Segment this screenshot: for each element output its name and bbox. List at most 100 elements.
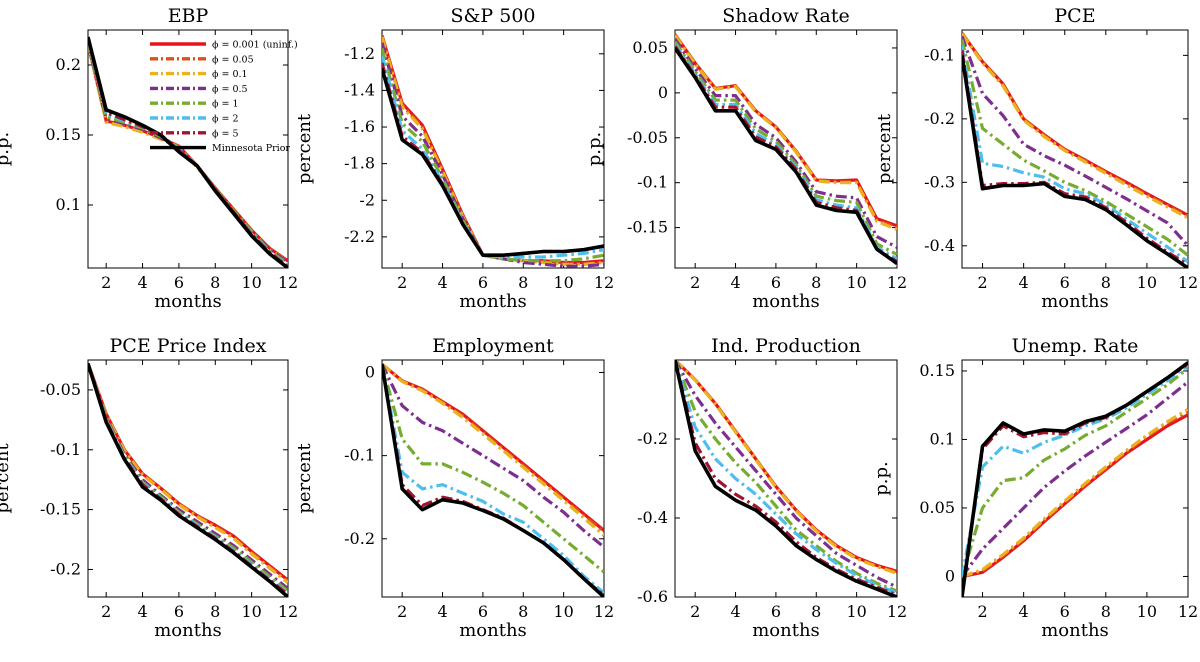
x-tick-label: 12 <box>1178 273 1198 292</box>
axes-box <box>87 29 289 269</box>
x-tick-label: 2 <box>397 602 407 621</box>
x-tick-label: 2 <box>977 602 987 621</box>
series-line-phi-0-05 <box>962 32 1188 219</box>
y-tick-label: 0 <box>658 83 668 102</box>
y-tick-label: -0.4 <box>637 508 668 527</box>
panel-employment: Employment 2 4 6 8 10 12 -0.2 -0.1 0 months percent <box>294 335 614 641</box>
y-tick-label: -0.15 <box>40 500 81 519</box>
x-tick-label: 12 <box>1178 602 1198 621</box>
x-tick-label: 6 <box>771 602 781 621</box>
x-axis-label: months <box>1041 620 1109 641</box>
x-tick-label: 12 <box>278 602 298 621</box>
panel-shadow-rate: Shadow Rate 2 4 6 8 10 12 -0.15 -0.1 -0.05 0 0.05 mo… <box>584 5 907 312</box>
axes-box <box>961 29 1189 269</box>
x-tick-label: 12 <box>594 273 614 292</box>
x-axis-label: months <box>752 291 820 312</box>
x-tick-label: 4 <box>137 602 147 621</box>
series-line-phi-2 <box>962 45 1188 264</box>
x-tick-label: 6 <box>478 273 488 292</box>
y-axis-label: p.p. <box>584 132 605 167</box>
y-tick-label: -0.1 <box>637 173 668 192</box>
y-tick-label: 0 <box>945 566 955 585</box>
series-group <box>88 363 288 597</box>
y-tick-label: -0.05 <box>40 380 81 399</box>
series-line-minnesota-prior <box>382 67 604 257</box>
x-axis-label: months <box>752 620 820 641</box>
x-tick-label: 10 <box>241 602 261 621</box>
x-tick-label: 4 <box>730 273 740 292</box>
panel-unemp-rate: Unemp. Rate 2 4 6 8 10 12 0 0.05 0.1 0.15 months p.p… <box>871 335 1198 641</box>
series-line-phi-0-1 <box>962 407 1188 579</box>
chart-title: Ind. Production <box>711 335 861 357</box>
series-line-phi-2 <box>675 360 897 595</box>
axes-box <box>381 29 605 269</box>
y-tick-label: -1.4 <box>344 80 375 99</box>
y-tick-label: -0.2 <box>344 529 375 548</box>
x-tick-label: 4 <box>730 602 740 621</box>
series-line-phi-0-5 <box>962 35 1188 247</box>
x-tick-label: 10 <box>846 273 866 292</box>
x-tick-label: 2 <box>977 273 987 292</box>
y-tick-label: -1.2 <box>344 44 375 63</box>
x-axis-label: months <box>154 620 222 641</box>
x-tick-label: 4 <box>137 273 147 292</box>
series-line-phi-0-5 <box>675 38 897 249</box>
series-line-phi-1 <box>675 360 897 593</box>
y-tick-label: -0.05 <box>627 128 668 147</box>
x-tick-label: 12 <box>887 273 907 292</box>
y-tick-label: -0.2 <box>924 109 955 128</box>
series-line-phi-0-05 <box>88 363 288 583</box>
y-tick-label: 0.2 <box>56 55 81 74</box>
axes-box <box>87 359 289 598</box>
x-tick-label: 10 <box>553 273 573 292</box>
y-axis-label: percent <box>0 443 13 514</box>
x-tick-label: 10 <box>553 602 573 621</box>
series-line-phi-1 <box>382 363 604 574</box>
series-line-minnesota-prior <box>962 361 1188 597</box>
legend-label: Minnesota Prior <box>212 143 290 154</box>
series-line-phi-5 <box>382 62 604 257</box>
chart-title: S&P 500 <box>450 5 535 27</box>
x-tick-label: 4 <box>437 602 447 621</box>
y-tick-label: -1.6 <box>344 117 375 136</box>
series-line-phi-2 <box>382 363 604 595</box>
y-tick-label: 0.05 <box>632 38 668 57</box>
legend-label: ϕ = 0.5 <box>212 84 248 95</box>
chart-title: Employment <box>432 335 554 357</box>
series-line-phi-0-1 <box>675 34 897 231</box>
series-line-phi-0-1 <box>88 363 288 584</box>
x-tick-label: 4 <box>1019 273 1029 292</box>
x-tick-label: 12 <box>887 602 907 621</box>
x-tick-label: 10 <box>1137 273 1157 292</box>
x-axis-label: months <box>1041 291 1109 312</box>
y-tick-label: 0.05 <box>919 498 955 517</box>
y-tick-label: -1.8 <box>344 154 375 173</box>
series-line-phi-0-001-uninf <box>88 363 288 582</box>
chart-title: PCE Price Index <box>110 335 267 357</box>
x-tick-label: 8 <box>1101 602 1111 621</box>
y-tick-label: -0.1 <box>50 440 81 459</box>
y-tick-label: -0.1 <box>344 446 375 465</box>
legend-label: ϕ = 1 <box>212 99 239 110</box>
x-tick-label: 8 <box>811 602 821 621</box>
series-line-phi-2 <box>962 364 1188 577</box>
x-tick-label: 6 <box>174 602 184 621</box>
x-tick-label: 6 <box>478 602 488 621</box>
panel-ind-production: Ind. Production 2 4 6 8 10 12 -0.6 -0.4 -0.2 month… <box>637 335 907 641</box>
legend-label: ϕ = 2 <box>212 114 239 125</box>
series-group <box>675 33 897 265</box>
panel-pce-price-index: PCE Price Index 2 4 6 8 10 12 -0.2 -0.15 -0.1 -0.0… <box>0 335 298 641</box>
x-tick-label: 6 <box>1060 273 1070 292</box>
axes-box <box>961 359 1189 598</box>
x-tick-label: 10 <box>846 602 866 621</box>
series-line-minnesota-prior <box>88 36 288 268</box>
chart-title: Unemp. Rate <box>1012 335 1139 357</box>
axes-box <box>674 29 898 269</box>
y-tick-label: -0.2 <box>50 559 81 578</box>
panel-s-p-500: S&P 500 2 4 6 8 10 12 -2.2 -2 -1.8 -1.6 -1.4 -1.2 mon… <box>294 5 614 312</box>
y-tick-label: 0.1 <box>930 429 955 448</box>
y-tick-label: -0.3 <box>924 172 955 191</box>
series-line-phi-0-5 <box>382 42 604 268</box>
chart-title: Shadow Rate <box>722 5 849 27</box>
